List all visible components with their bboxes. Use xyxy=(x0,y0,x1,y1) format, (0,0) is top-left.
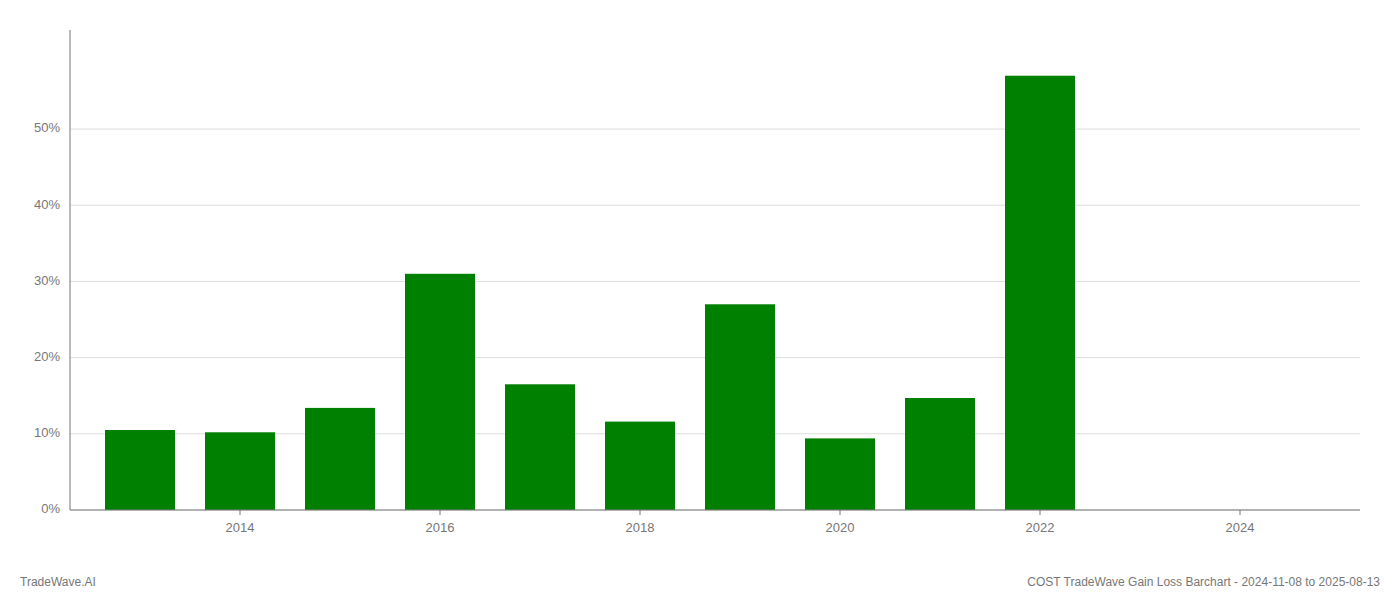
y-tick-label: 10% xyxy=(34,425,60,440)
x-tick-label: 2018 xyxy=(626,520,655,535)
title: COST TradeWave Gain Loss Barchart - 2024… xyxy=(1027,575,1380,589)
x-tick xyxy=(440,510,441,515)
y-axis-line xyxy=(70,30,71,510)
chart-container: 0% 10% 20% 30% 40% 50% 2014 2016 2018 2020 2022 202… xyxy=(0,0,1400,600)
grid-line xyxy=(70,205,1360,206)
x-tick xyxy=(1040,510,1041,515)
bar xyxy=(105,430,175,510)
grid xyxy=(70,129,1360,510)
y-tick-label: 20% xyxy=(34,349,60,364)
bar xyxy=(605,422,675,510)
x-tick xyxy=(240,510,241,515)
x-tick-label: 2022 xyxy=(1026,520,1055,535)
x-tick xyxy=(840,510,841,515)
grid-line xyxy=(70,281,1360,282)
bar xyxy=(805,438,875,510)
y-tick-label: 40% xyxy=(34,197,60,212)
x-axis-line xyxy=(70,510,1360,511)
bars xyxy=(105,76,1075,510)
y-tick-label: 0% xyxy=(41,501,60,516)
bar xyxy=(205,432,275,510)
bar xyxy=(405,274,475,510)
y-tick-label: 30% xyxy=(34,273,60,288)
chart-svg: 0% 10% 20% 30% 40% 50% 2014 2016 2018 2020 2022 202… xyxy=(0,0,1400,600)
bar xyxy=(905,398,975,510)
x-tick-label: 2020 xyxy=(826,520,855,535)
bar xyxy=(705,304,775,510)
grid-line xyxy=(70,129,1360,130)
bar xyxy=(505,384,575,510)
x-tick xyxy=(640,510,641,515)
bar xyxy=(305,408,375,510)
x-tick-label: 2014 xyxy=(226,520,255,535)
bar xyxy=(1005,76,1075,510)
x-tick-label: 2024 xyxy=(1226,520,1255,535)
watermark: TradeWave.AI xyxy=(20,575,96,589)
x-tick xyxy=(1240,510,1241,515)
grid-line xyxy=(70,510,1360,511)
x-tick-label: 2016 xyxy=(426,520,455,535)
y-tick-label: 50% xyxy=(34,120,60,135)
